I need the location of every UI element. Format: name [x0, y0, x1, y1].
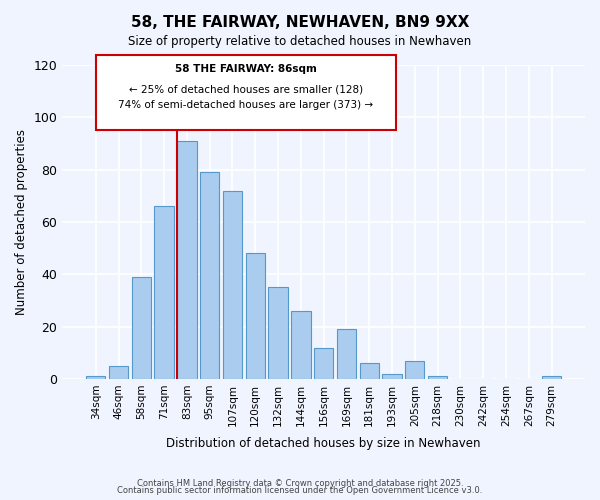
Text: 58 THE FAIRWAY: 86sqm: 58 THE FAIRWAY: 86sqm — [175, 64, 317, 74]
Y-axis label: Number of detached properties: Number of detached properties — [15, 129, 28, 315]
Text: 58, THE FAIRWAY, NEWHAVEN, BN9 9XX: 58, THE FAIRWAY, NEWHAVEN, BN9 9XX — [131, 15, 469, 30]
Bar — [314, 348, 334, 379]
Bar — [131, 277, 151, 379]
Bar — [223, 190, 242, 379]
Text: ← 25% of detached houses are smaller (128): ← 25% of detached houses are smaller (12… — [129, 84, 363, 94]
Text: Contains public sector information licensed under the Open Government Licence v3: Contains public sector information licen… — [118, 486, 482, 495]
Bar — [359, 363, 379, 379]
Bar — [177, 141, 197, 379]
Bar — [268, 288, 288, 379]
Bar — [382, 374, 402, 379]
Bar — [200, 172, 220, 379]
Bar — [405, 360, 424, 379]
Bar — [86, 376, 106, 379]
Bar — [542, 376, 561, 379]
Bar — [337, 329, 356, 379]
Bar — [109, 366, 128, 379]
Bar — [291, 311, 311, 379]
Text: Size of property relative to detached houses in Newhaven: Size of property relative to detached ho… — [128, 35, 472, 48]
Text: Contains HM Land Registry data © Crown copyright and database right 2025.: Contains HM Land Registry data © Crown c… — [137, 478, 463, 488]
Bar — [154, 206, 174, 379]
Text: 74% of semi-detached houses are larger (373) →: 74% of semi-detached houses are larger (… — [118, 100, 374, 110]
X-axis label: Distribution of detached houses by size in Newhaven: Distribution of detached houses by size … — [166, 437, 481, 450]
Bar — [428, 376, 447, 379]
Bar — [245, 254, 265, 379]
